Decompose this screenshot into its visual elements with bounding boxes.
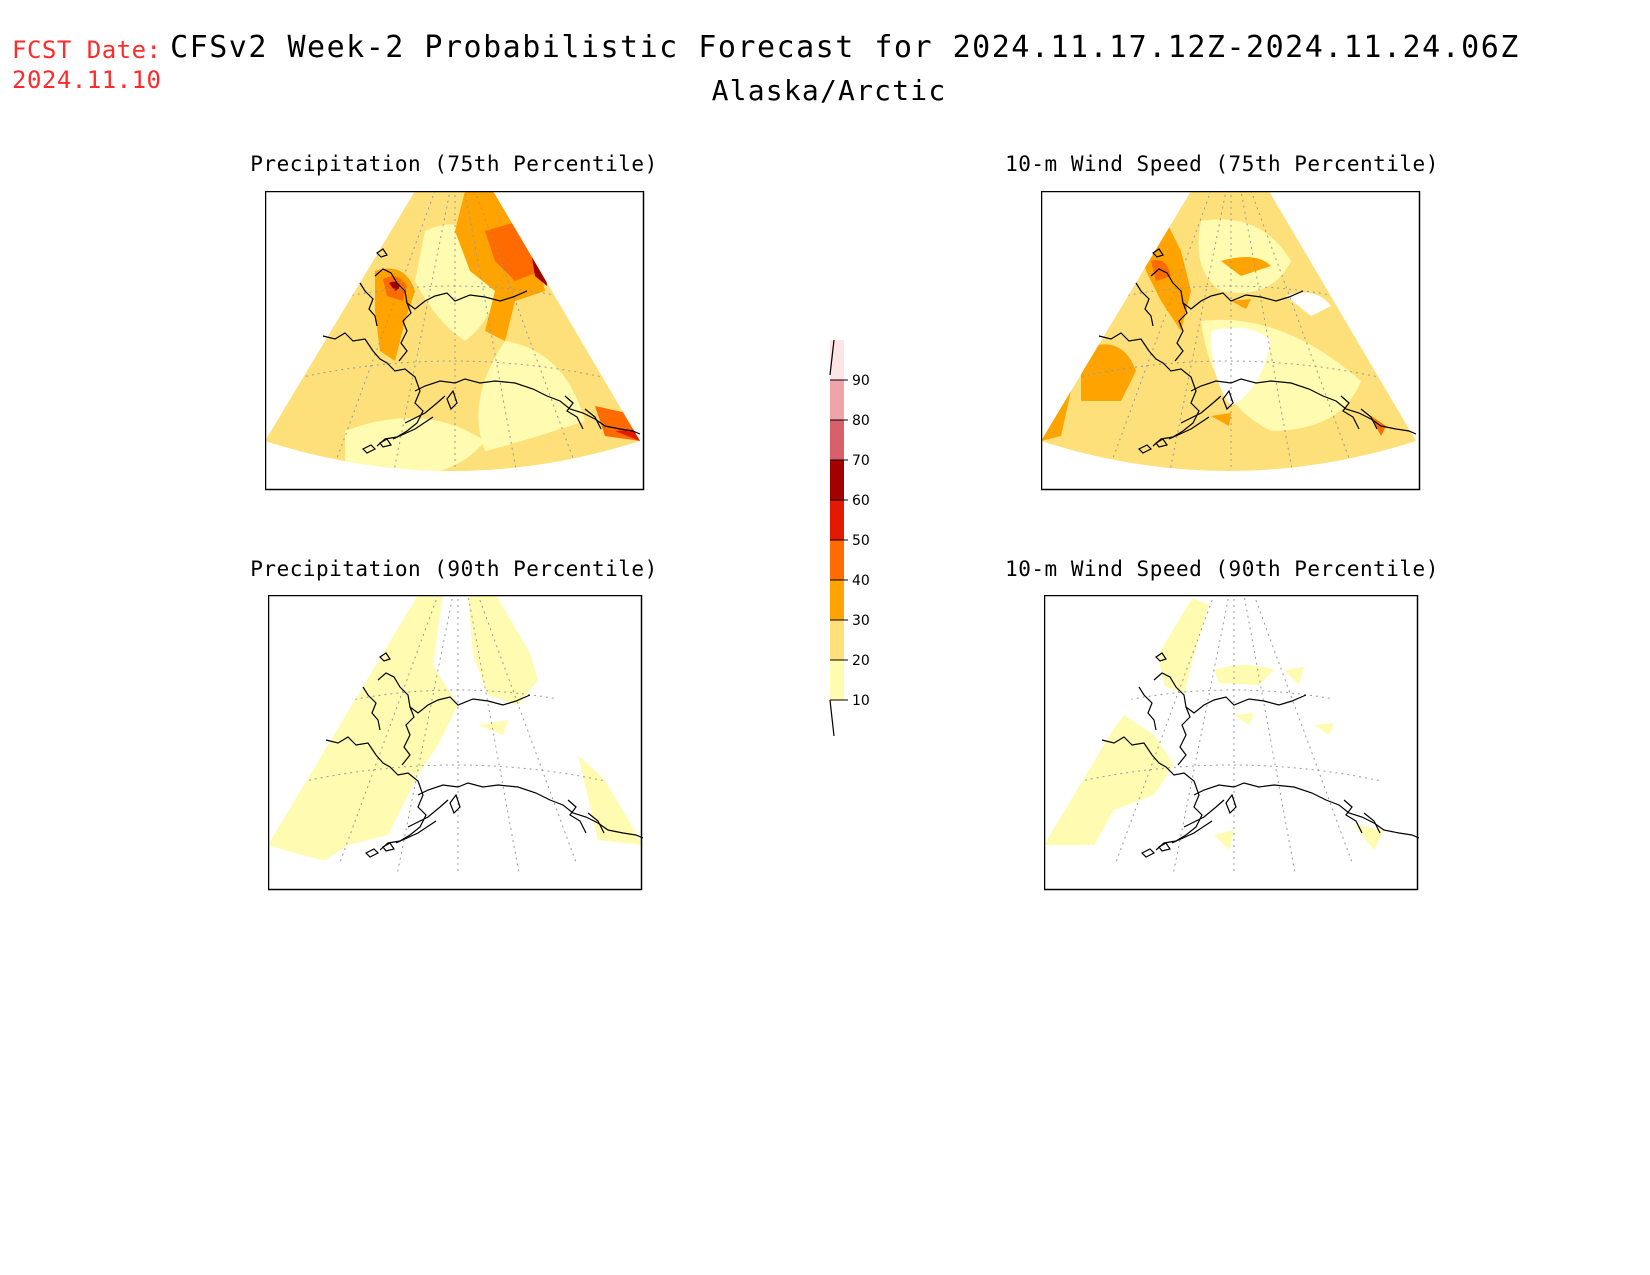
colorbar-label: 20 (852, 653, 870, 669)
map-wind-90 (1044, 595, 1419, 891)
colorbar-label: 30 (852, 613, 870, 629)
fcst-date-value: 2024.11.10 (12, 66, 162, 94)
map-precip-75 (265, 191, 645, 491)
colorbar-label: 50 (852, 533, 870, 549)
panel-title-wind-90: 10-m Wind Speed (90th Percentile) (1005, 557, 1439, 581)
colorbar-label: 80 (852, 413, 870, 429)
panel-title-precip-90: Precipitation (90th Percentile) (250, 557, 658, 581)
panel-title-precip-75: Precipitation (75th Percentile) (250, 152, 658, 176)
panel-title-wind-75: 10-m Wind Speed (75th Percentile) (1005, 152, 1439, 176)
colorbar-label: 70 (852, 453, 870, 469)
page-title: CFSv2 Week-2 Probabilistic Forecast for … (170, 30, 1520, 65)
colorbar-label: 40 (852, 573, 870, 589)
colorbar-label: 90 (852, 373, 870, 389)
colorbar-label: 60 (852, 493, 870, 509)
colorbar-bin (830, 620, 844, 660)
colorbar-bin (830, 540, 844, 580)
colorbar: 10 20 30 40 50 60 70 80 90 (829, 340, 870, 737)
colorbar-bin (830, 380, 844, 420)
colorbar-bin (830, 580, 844, 620)
colorbar-label: 10 (852, 693, 870, 709)
fcst-date-label: FCST Date: (12, 36, 162, 64)
colorbar-bin (830, 420, 844, 460)
colorbar-bin (830, 660, 844, 700)
map-precip-90 (268, 595, 643, 891)
colorbar-bin (830, 340, 844, 380)
region-subtitle: Alaska/Arctic (711, 74, 947, 107)
colorbar-bin (830, 500, 844, 540)
colorbar-bin (830, 460, 844, 500)
map-wind-75 (1041, 191, 1421, 491)
